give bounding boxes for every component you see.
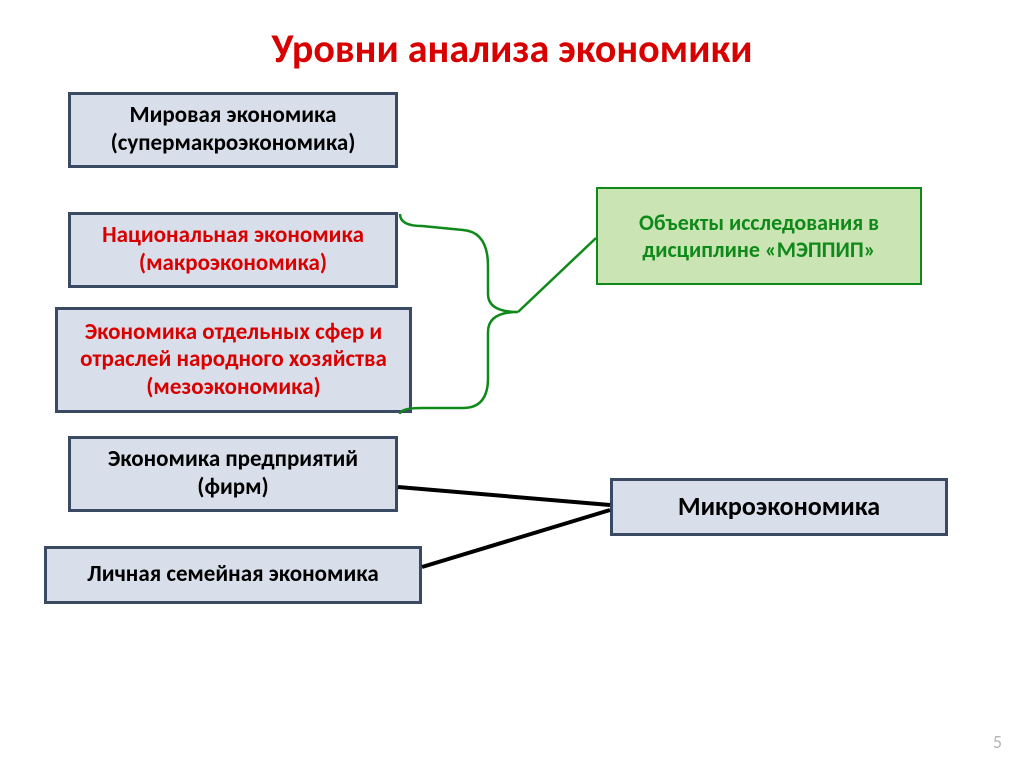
box-meso-economy: Экономика отдельных сфер и отраслей наро… xyxy=(55,307,412,413)
box-national-line1: Национальная экономика xyxy=(102,222,364,250)
box-meso-line2: отраслей народного хозяйства xyxy=(80,346,387,374)
box-family-line1: Личная семейная экономика xyxy=(87,561,378,589)
box-objects-line1: Объекты исследования в xyxy=(639,209,879,237)
page-number: 5 xyxy=(993,731,1002,753)
box-firms-line2: (фирм) xyxy=(197,474,268,502)
box-research-objects: Объекты исследования в дисциплине «МЭППИ… xyxy=(596,187,922,285)
box-meso-line3: (мезоэкономика) xyxy=(146,374,320,402)
slide-title: Уровни анализа экономики xyxy=(0,24,1024,73)
box-world-economy: Мировая экономика (супермакроэкономика) xyxy=(68,92,398,168)
box-national-line2: (макроэкономика) xyxy=(139,250,327,278)
box-national-economy: Национальная экономика (макроэкономика) xyxy=(68,212,398,288)
bracket-connector xyxy=(398,208,596,416)
box-micro-line1: Микроэкономика xyxy=(678,491,880,522)
box-world-line1: Мировая экономика xyxy=(130,102,337,130)
box-world-line2: (супермакроэкономика) xyxy=(111,130,356,158)
box-firms-economy: Экономика предприятий (фирм) xyxy=(68,436,398,512)
box-family-economy: Личная семейная экономика xyxy=(44,546,422,604)
box-firms-line1: Экономика предприятий xyxy=(108,446,358,474)
box-objects-line2: дисциплине «МЭППИП» xyxy=(642,236,875,264)
box-meso-line1: Экономика отдельных сфер и xyxy=(85,319,382,347)
box-microeconomics: Микроэкономика xyxy=(610,478,948,536)
